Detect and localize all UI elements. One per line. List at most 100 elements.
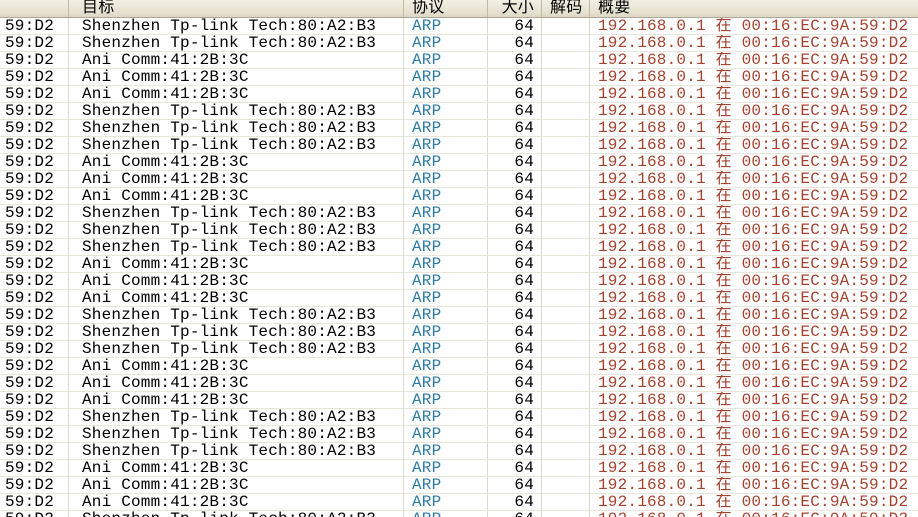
- cell-target: Shenzhen Tp-link Tech:80:A2:B3: [69, 511, 404, 517]
- cell-size: 64: [488, 443, 542, 459]
- cell-summary: 192.168.0.1 在 00:16:EC:9A:59:D2: [598, 222, 909, 238]
- cell-decode: [542, 375, 590, 391]
- cell-source: 59:D2: [0, 52, 69, 68]
- cell-protocol: ARP: [404, 375, 488, 391]
- packet-row[interactable]: 59:D2 Ani Comm:41:2B:3C ARP 64 192.168.0…: [0, 86, 918, 103]
- cell-size: 64: [488, 426, 542, 442]
- packet-row[interactable]: 59:D2 Shenzhen Tp-link Tech:80:A2:B3 ARP…: [0, 426, 918, 443]
- cell-target: Shenzhen Tp-link Tech:80:A2:B3: [69, 341, 404, 357]
- cell-protocol: ARP: [404, 341, 488, 357]
- cell-protocol: ARP: [404, 120, 488, 136]
- packet-row[interactable]: 59:D2 Ani Comm:41:2B:3C ARP 64 192.168.0…: [0, 290, 918, 307]
- cell-target: Ani Comm:41:2B:3C: [69, 460, 404, 476]
- cell-source: 59:D2: [0, 86, 69, 102]
- cell-summary: 192.168.0.1 在 00:16:EC:9A:59:D2: [598, 375, 909, 391]
- cell-summary: 192.168.0.1 在 00:16:EC:9A:59:D2: [598, 18, 909, 34]
- cell-protocol: ARP: [404, 35, 488, 51]
- packet-row[interactable]: 59:D2 Shenzhen Tp-link Tech:80:A2:B3 ARP…: [0, 324, 918, 341]
- cell-target: Ani Comm:41:2B:3C: [69, 69, 404, 85]
- cell-protocol: ARP: [404, 137, 488, 153]
- cell-source: 59:D2: [0, 443, 69, 459]
- packet-row[interactable]: 59:D2 Shenzhen Tp-link Tech:80:A2:B3 ARP…: [0, 409, 918, 426]
- cell-summary: 192.168.0.1 在 00:16:EC:9A:59:D2: [598, 290, 909, 306]
- cell-protocol: ARP: [404, 307, 488, 323]
- cell-decode: [542, 188, 590, 204]
- packet-row[interactable]: 59:D2 Shenzhen Tp-link Tech:80:A2:B3 ARP…: [0, 35, 918, 52]
- packet-row[interactable]: 59:D2 Shenzhen Tp-link Tech:80:A2:B3 ARP…: [0, 137, 918, 154]
- packet-row[interactable]: 59:D2 Ani Comm:41:2B:3C ARP 64 192.168.0…: [0, 256, 918, 273]
- cell-target: Shenzhen Tp-link Tech:80:A2:B3: [69, 324, 404, 340]
- cell-size: 64: [488, 460, 542, 476]
- packet-row[interactable]: 59:D2 Shenzhen Tp-link Tech:80:A2:B3 ARP…: [0, 18, 918, 35]
- packet-row[interactable]: 59:D2 Ani Comm:41:2B:3C ARP 64 192.168.0…: [0, 460, 918, 477]
- column-header-target[interactable]: 目标: [69, 0, 404, 17]
- cell-source: 59:D2: [0, 154, 69, 170]
- cell-size: 64: [488, 222, 542, 238]
- table-body: 59:D2 Shenzhen Tp-link Tech:80:A2:B3 ARP…: [0, 18, 918, 517]
- cell-summary: 192.168.0.1 在 00:16:EC:9A:59:D2: [598, 341, 909, 357]
- packet-row[interactable]: 59:D2 Ani Comm:41:2B:3C ARP 64 192.168.0…: [0, 494, 918, 511]
- cell-source: 59:D2: [0, 222, 69, 238]
- packet-row[interactable]: 59:D2 Ani Comm:41:2B:3C ARP 64 192.168.0…: [0, 69, 918, 86]
- cell-protocol: ARP: [404, 171, 488, 187]
- cell-summary: 192.168.0.1 在 00:16:EC:9A:59:D2: [598, 35, 909, 51]
- cell-decode: [542, 392, 590, 408]
- column-header-protocol[interactable]: 协议: [404, 0, 488, 17]
- cell-protocol: ARP: [404, 477, 488, 493]
- packet-row[interactable]: 59:D2 Shenzhen Tp-link Tech:80:A2:B3 ARP…: [0, 205, 918, 222]
- cell-summary: 192.168.0.1 在 00:16:EC:9A:59:D2: [598, 188, 909, 204]
- column-header-source[interactable]: [0, 0, 69, 17]
- cell-target: Shenzhen Tp-link Tech:80:A2:B3: [69, 426, 404, 442]
- cell-summary: 192.168.0.1 在 00:16:EC:9A:59:D2: [598, 324, 909, 340]
- cell-protocol: ARP: [404, 511, 488, 517]
- table-header: 目标 协议 大小 解码 概要: [0, 0, 918, 18]
- packet-row[interactable]: 59:D2 Ani Comm:41:2B:3C ARP 64 192.168.0…: [0, 392, 918, 409]
- cell-protocol: ARP: [404, 86, 488, 102]
- cell-size: 64: [488, 358, 542, 374]
- cell-source: 59:D2: [0, 205, 69, 221]
- packet-row[interactable]: 59:D2 Shenzhen Tp-link Tech:80:A2:B3 ARP…: [0, 341, 918, 358]
- cell-target: Ani Comm:41:2B:3C: [69, 477, 404, 493]
- cell-summary: 192.168.0.1 在 00:16:EC:9A:59:D2: [590, 511, 918, 517]
- cell-protocol: ARP: [404, 494, 488, 510]
- column-header-summary[interactable]: 概要: [598, 0, 631, 17]
- packet-row[interactable]: 59:D2 Shenzhen Tp-link Tech:80:A2:B3 ARP…: [0, 120, 918, 137]
- cell-size: 64: [488, 477, 542, 493]
- cell-target: Shenzhen Tp-link Tech:80:A2:B3: [69, 443, 404, 459]
- packet-row[interactable]: 59:D2 Ani Comm:41:2B:3C ARP 64 192.168.0…: [0, 171, 918, 188]
- cell-size: 64: [488, 18, 542, 34]
- cell-size: 64: [488, 86, 542, 102]
- column-header-decode[interactable]: 解码: [542, 0, 590, 17]
- packet-row[interactable]: 59:D2 Shenzhen Tp-link Tech:80:A2:B3 ARP…: [0, 222, 918, 239]
- cell-source: 59:D2: [0, 103, 69, 119]
- packet-row[interactable]: 59:D2 Ani Comm:41:2B:3C ARP 64 192.168.0…: [0, 375, 918, 392]
- cell-source: 59:D2: [0, 273, 69, 289]
- packet-row[interactable]: 59:D2 Shenzhen Tp-link Tech:80:A2:B3 ARP…: [0, 443, 918, 460]
- cell-source: 59:D2: [0, 307, 69, 323]
- cell-decode: [542, 205, 590, 221]
- column-header-size[interactable]: 大小: [488, 0, 542, 17]
- cell-target: Shenzhen Tp-link Tech:80:A2:B3: [69, 205, 404, 221]
- packet-row[interactable]: 59:D2 Ani Comm:41:2B:3C ARP 64 192.168.0…: [0, 358, 918, 375]
- cell-summary: 192.168.0.1 在 00:16:EC:9A:59:D2: [598, 409, 909, 425]
- packet-row[interactable]: 59:D2 Ani Comm:41:2B:3C ARP 64 192.168.0…: [0, 477, 918, 494]
- cell-summary: 192.168.0.1 在 00:16:EC:9A:59:D2: [598, 426, 909, 442]
- packet-row[interactable]: 59:D2 Ani Comm:41:2B:3C ARP 64 192.168.0…: [0, 273, 918, 290]
- cell-source: 59:D2: [0, 341, 69, 357]
- cell-protocol: ARP: [404, 256, 488, 272]
- cell-summary: 192.168.0.1 在 00:16:EC:9A:59:D2: [598, 52, 909, 68]
- packet-row[interactable]: 59:D2 Ani Comm:41:2B:3C ARP 64 192.168.0…: [0, 188, 918, 205]
- cell-protocol: ARP: [404, 409, 488, 425]
- cell-target: Ani Comm:41:2B:3C: [69, 86, 404, 102]
- cell-target: Shenzhen Tp-link Tech:80:A2:B3: [69, 239, 404, 255]
- cell-protocol: ARP: [404, 52, 488, 68]
- packet-row[interactable]: 59:D2 Shenzhen Tp-link Tech:80:A2:B3 ARP…: [0, 307, 918, 324]
- packet-row[interactable]: 59:D2 Shenzhen Tp-link Tech:80:A2:B3 ARP…: [0, 239, 918, 256]
- cell-summary: 192.168.0.1 在 00:16:EC:9A:59:D2: [598, 307, 909, 323]
- packet-row[interactable]: 59:D2 Ani Comm:41:2B:3C ARP 64 192.168.0…: [0, 52, 918, 69]
- packet-row[interactable]: 59:D2 Shenzhen Tp-link Tech:80:A2:B3 ARP…: [0, 103, 918, 120]
- cell-decode: [542, 86, 590, 102]
- packet-row[interactable]: 59:D2 Ani Comm:41:2B:3C ARP 64 192.168.0…: [0, 154, 918, 171]
- cell-target: Shenzhen Tp-link Tech:80:A2:B3: [69, 18, 404, 34]
- packet-row[interactable]: 59:D2 Shenzhen Tp-link Tech:80:A2:B3 ARP…: [0, 511, 918, 517]
